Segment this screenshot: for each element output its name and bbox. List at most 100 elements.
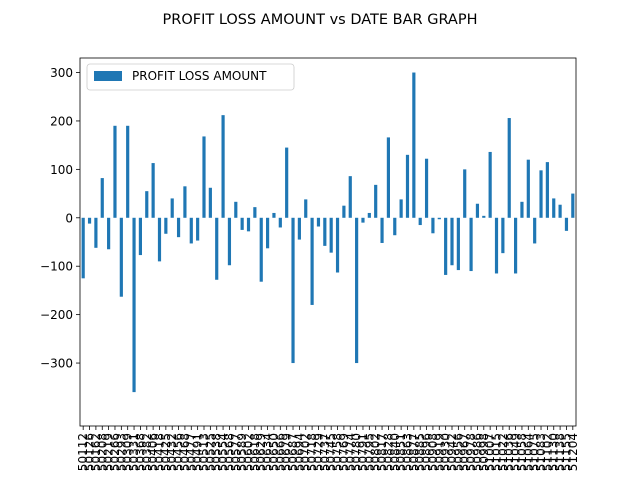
x-tick-label: 51083 bbox=[534, 433, 548, 471]
x-tick-label: 50817 bbox=[375, 433, 389, 471]
x-tick-label: 50112 bbox=[76, 433, 90, 471]
bar bbox=[342, 205, 346, 218]
bar bbox=[151, 163, 155, 218]
bar bbox=[297, 217, 301, 240]
x-tick-label: 50577 bbox=[229, 433, 243, 471]
bar bbox=[94, 217, 98, 248]
x-tick-label: 50745 bbox=[324, 433, 338, 471]
bar bbox=[221, 115, 225, 218]
legend-swatch bbox=[94, 71, 122, 81]
x-tick-label: 50666 bbox=[273, 433, 287, 471]
x-tick-label: 50634 bbox=[261, 433, 275, 471]
x-tick-label: 50795 bbox=[362, 433, 376, 471]
x-tick-label: 50425 bbox=[159, 433, 173, 471]
x-tick-label: 50998 bbox=[477, 433, 491, 471]
x-tick-label: 51015 bbox=[490, 433, 504, 471]
x-tick-label: 51036 bbox=[502, 433, 516, 471]
bar bbox=[367, 212, 371, 218]
x-tick-label: 50162 bbox=[89, 433, 103, 471]
bar bbox=[494, 217, 499, 274]
bar bbox=[176, 217, 181, 238]
bar bbox=[558, 204, 562, 218]
x-tick-label: 50368 bbox=[133, 433, 147, 471]
x-tick-label: 50694 bbox=[292, 433, 306, 471]
x-tick-label: 51049 bbox=[509, 433, 523, 471]
bar bbox=[361, 217, 365, 223]
bar bbox=[374, 184, 378, 218]
x-tick-label: 51075 bbox=[528, 433, 542, 471]
bar bbox=[164, 217, 168, 234]
x-tick-label: 50468 bbox=[178, 433, 192, 471]
x-tick-label: 50896 bbox=[420, 433, 434, 471]
bar bbox=[482, 215, 486, 218]
bar bbox=[278, 217, 282, 228]
bar bbox=[119, 217, 123, 297]
y-tick-label: 300 bbox=[50, 66, 73, 80]
y-tick-label: 0 bbox=[65, 211, 73, 225]
x-tick-label: 50266 bbox=[108, 433, 122, 471]
x-tick-label: 51155 bbox=[559, 433, 573, 471]
bar bbox=[189, 217, 193, 244]
x-tick-label: 51058 bbox=[515, 433, 529, 471]
x-tick-label: 50774 bbox=[343, 433, 357, 471]
bar bbox=[259, 217, 263, 282]
bar bbox=[316, 217, 321, 227]
bar bbox=[87, 217, 92, 224]
bar bbox=[107, 217, 111, 250]
bar bbox=[539, 170, 543, 218]
bar bbox=[520, 201, 524, 218]
x-tick-label: 50126 bbox=[83, 433, 97, 471]
bar bbox=[291, 217, 295, 364]
x-tick-label: 50679 bbox=[280, 433, 294, 471]
x-tick-label: 50456 bbox=[172, 433, 186, 471]
bar bbox=[418, 217, 422, 226]
bar bbox=[335, 217, 340, 273]
y-tick-label: 200 bbox=[50, 114, 73, 128]
x-tick-label: 50491 bbox=[191, 433, 205, 471]
bar bbox=[475, 203, 480, 218]
bar bbox=[412, 72, 416, 218]
x-tick-label: 50930 bbox=[439, 433, 453, 471]
bar bbox=[571, 193, 575, 218]
bars-group bbox=[81, 72, 575, 393]
x-tick-label: 50418 bbox=[152, 433, 166, 471]
bar bbox=[348, 176, 352, 218]
bar bbox=[469, 217, 473, 272]
bar bbox=[431, 217, 435, 234]
bar bbox=[227, 217, 232, 266]
x-tick-label: 50718 bbox=[305, 433, 319, 471]
bar bbox=[564, 217, 569, 231]
x-tick-label: 50828 bbox=[381, 433, 395, 471]
bar bbox=[266, 217, 270, 249]
x-tick-label: 50602 bbox=[242, 433, 256, 471]
x-tick-label: 50919 bbox=[432, 433, 446, 471]
bar bbox=[526, 159, 530, 218]
bar bbox=[208, 187, 212, 218]
x-tick-label: 51022 bbox=[496, 433, 510, 471]
x-tick-label: 50942 bbox=[445, 433, 459, 471]
x-tick-label: 50432 bbox=[165, 433, 179, 471]
bar bbox=[533, 217, 537, 244]
x-tick-label: 50885 bbox=[413, 433, 427, 471]
x-tick-label: 50219 bbox=[102, 433, 116, 471]
bar bbox=[380, 217, 384, 243]
x-tick-label: 51204 bbox=[566, 433, 580, 471]
bar bbox=[405, 154, 410, 218]
bar bbox=[215, 217, 219, 280]
bar bbox=[355, 217, 359, 364]
y-axis: −300 −200 −100 0 100 200 300 bbox=[40, 66, 80, 371]
x-tick-label: 51102 bbox=[540, 433, 554, 471]
x-tick-label: 50769 bbox=[337, 433, 351, 471]
bar bbox=[170, 198, 174, 218]
x-tick-label: 50293 bbox=[114, 433, 128, 471]
x-tick-label: 50729 bbox=[311, 433, 325, 471]
x-tick-label: 50525 bbox=[203, 433, 217, 471]
x-tick-label: 50840 bbox=[388, 433, 402, 471]
bar bbox=[157, 217, 162, 262]
x-tick-label: 51064 bbox=[521, 433, 535, 471]
bar bbox=[113, 125, 117, 218]
bar bbox=[234, 201, 238, 218]
x-tick-label: 50956 bbox=[451, 433, 465, 471]
bar bbox=[272, 212, 276, 218]
x-tick-label: 51130 bbox=[547, 433, 561, 471]
